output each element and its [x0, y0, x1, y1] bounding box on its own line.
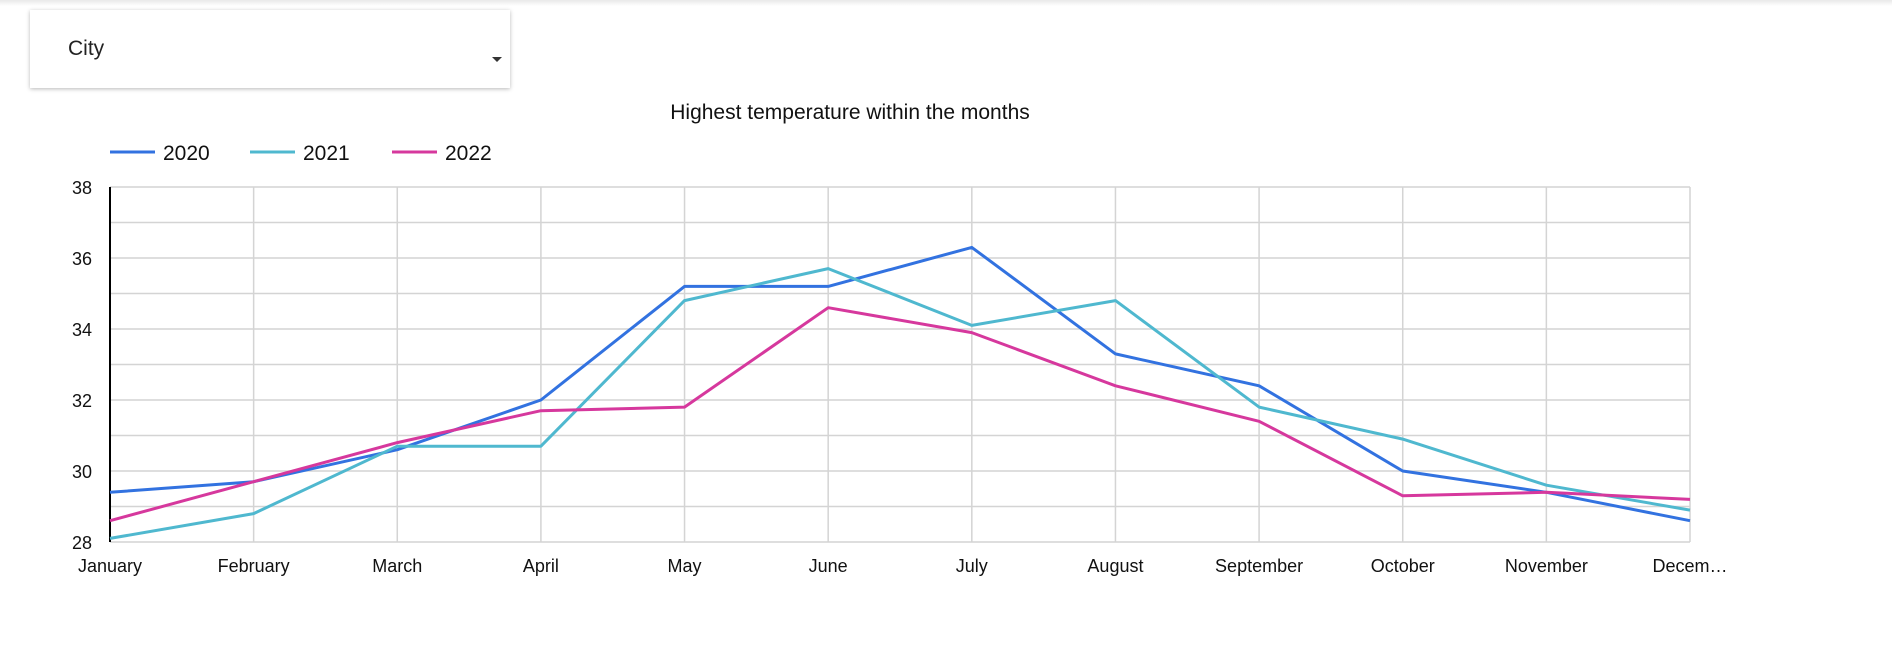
x-tick-label: September: [1215, 556, 1303, 576]
chart-title: Highest temperature within the months: [670, 101, 1030, 124]
y-tick-label: 38: [72, 178, 92, 198]
x-tick-label: January: [78, 556, 142, 576]
city-filter-dropdown[interactable]: City: [30, 10, 510, 88]
x-tick-label: April: [523, 556, 559, 576]
chart-legend: 2020 2021 2022: [110, 142, 492, 165]
y-tick-label: 36: [72, 249, 92, 269]
x-tick-label: March: [372, 556, 422, 576]
x-tick-label: February: [218, 556, 290, 576]
legend-label-2020: 2020: [163, 142, 210, 165]
chart-axes: 38 36 34 32 30 28 January February March April May…: [72, 178, 1728, 576]
y-tick-label: 30: [72, 462, 92, 482]
legend-label-2022: 2022: [445, 142, 492, 165]
chart-grid: [109, 186, 1691, 543]
x-tick-label: August: [1087, 556, 1143, 576]
chart-series: [109, 245, 1691, 540]
dropdown-arrow-icon: [492, 57, 502, 62]
y-tick-label: 34: [72, 320, 92, 340]
y-tick-label: 28: [72, 533, 92, 553]
top-divider: [0, 0, 1892, 6]
x-tick-label: May: [668, 556, 702, 576]
legend-label-2021: 2021: [303, 142, 350, 165]
series-line-2022: [109, 306, 1691, 523]
x-tick-label: June: [809, 556, 848, 576]
y-tick-label: 32: [72, 391, 92, 411]
x-tick-label: Decem…: [1652, 556, 1727, 576]
x-tick-label: November: [1505, 556, 1588, 576]
x-tick-label: July: [956, 556, 988, 576]
series-line-2021: [109, 267, 1691, 540]
city-filter-label: City: [68, 37, 105, 60]
series-line-2020: [109, 245, 1691, 523]
x-tick-label: October: [1371, 556, 1435, 576]
